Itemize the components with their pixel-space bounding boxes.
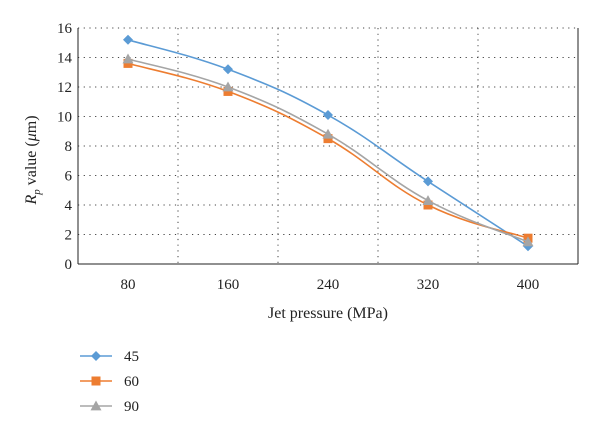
y-tick-label-6: 12 (57, 80, 72, 96)
legend-marker-90 (90, 400, 102, 411)
series-90-point-3 (422, 195, 434, 205)
x-tick-label-3: 320 (417, 277, 440, 293)
series-60-point-1 (223, 86, 233, 96)
y-tick-label-4: 8 (65, 139, 73, 155)
series-45-point-0 (123, 34, 133, 45)
x-tick-label-0: 80 (121, 277, 136, 293)
y-axis-title-subscript: p (31, 189, 43, 196)
plot-frame (77, 28, 579, 265)
y-axis-title-suffix: m) (23, 115, 40, 133)
series-90-point-1 (222, 81, 234, 92)
y-axis-title-r: R (23, 195, 40, 206)
series-60-point-3 (423, 200, 433, 210)
y-tick-label-2: 4 (65, 198, 73, 214)
series-60-point-2 (323, 134, 333, 144)
series-line-90 (127, 58, 529, 243)
y-axis-title-mu: μ (23, 133, 40, 142)
y-tick-label-0: 0 (65, 257, 73, 273)
y-axis-title-middle: value ( (23, 141, 40, 189)
series-45-point-2 (323, 110, 333, 121)
series-90-point-2 (322, 128, 334, 139)
legend: 45 60 90 (80, 349, 139, 415)
y-tick-label-1: 2 (65, 228, 73, 244)
legend-label-45: 45 (124, 349, 139, 365)
y-tick-label-3: 6 (65, 169, 73, 185)
legend-marker-45 (91, 351, 101, 361)
y-tick-label-8: 16 (57, 21, 73, 37)
series-45-point-3 (423, 176, 433, 187)
legend-label-90: 90 (124, 399, 139, 415)
series-60-point-0 (123, 58, 133, 68)
series-line-60 (127, 62, 529, 239)
x-axis-title: Jet pressure (MPa) (268, 305, 388, 322)
y-tick-label-7: 14 (57, 51, 73, 67)
grid-lines (78, 27, 578, 264)
legend-label-60: 60 (124, 374, 139, 390)
x-tick-label-1: 160 (217, 277, 240, 293)
series-group (122, 34, 534, 252)
series-90-point-4 (522, 236, 534, 247)
series-90-point-0 (122, 53, 134, 64)
series-45-point-1 (223, 64, 233, 75)
x-tick-label-4: 400 (517, 277, 540, 293)
x-tick-label-2: 240 (317, 277, 340, 293)
legend-marker-60 (91, 376, 101, 386)
y-tick-labels: 0 2 4 6 8 10 12 14 16 (57, 21, 73, 273)
y-axis-title: Rp value (μm) (23, 115, 43, 205)
x-tick-labels: 80 160 240 320 400 (121, 277, 540, 293)
y-tick-label-5: 10 (57, 110, 72, 126)
